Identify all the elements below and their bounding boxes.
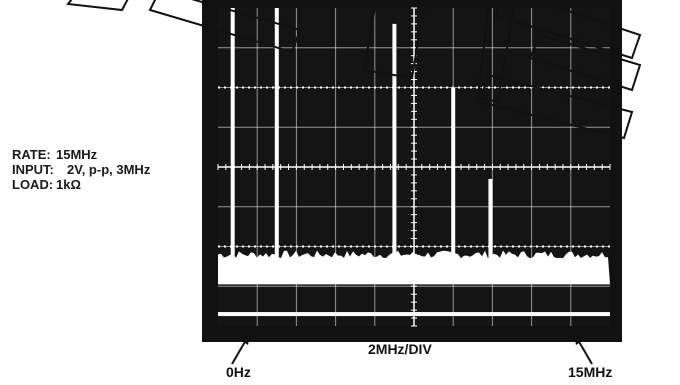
overlay-outline-4 bbox=[493, 0, 642, 60]
load-row: LOAD: 1kΩ bbox=[12, 177, 150, 192]
load-label: LOAD: bbox=[12, 177, 54, 192]
x-end-label: 15MHz bbox=[568, 364, 613, 380]
overlay-outline-1 bbox=[66, 0, 129, 12]
rate-value: 15MHz bbox=[56, 147, 98, 162]
input-value: 2V, p-p, 3MHz bbox=[67, 162, 151, 177]
x-end-arrow bbox=[577, 339, 593, 365]
overlay-outline-2 bbox=[148, 0, 302, 54]
baseline-trace bbox=[218, 312, 610, 317]
rate-label: RATE: bbox=[12, 147, 51, 162]
load-value: 1kΩ bbox=[56, 177, 81, 192]
overlay-outline-3 bbox=[362, 0, 426, 80]
x-start-arrowhead bbox=[242, 334, 250, 345]
x-start-label: 0Hz bbox=[226, 364, 251, 380]
x-end-arrowhead bbox=[574, 334, 582, 345]
spectral-peak-5 bbox=[488, 178, 493, 263]
spectral-peak-2 bbox=[274, 8, 279, 263]
rate-row: RATE: 15MHz bbox=[12, 147, 150, 162]
settings-legend: RATE: 15MHz INPUT: 2V, p-p, 3MHz LOAD: 1… bbox=[12, 147, 150, 192]
spectral-peak-3 bbox=[392, 23, 397, 263]
input-label: INPUT: bbox=[12, 162, 54, 177]
scale-label: 2MHz/DIV bbox=[368, 341, 432, 357]
spectral-peak-4 bbox=[451, 87, 456, 263]
input-row: INPUT: 2V, p-p, 3MHz bbox=[12, 162, 150, 177]
overlay-outline-5 bbox=[476, 0, 517, 104]
overlay-outline-7 bbox=[478, 73, 634, 140]
noise-floor-band bbox=[218, 250, 610, 285]
spectral-peak-1 bbox=[230, 8, 235, 263]
x-start-arrow bbox=[231, 339, 247, 365]
overlay-outline-6 bbox=[528, 33, 642, 92]
